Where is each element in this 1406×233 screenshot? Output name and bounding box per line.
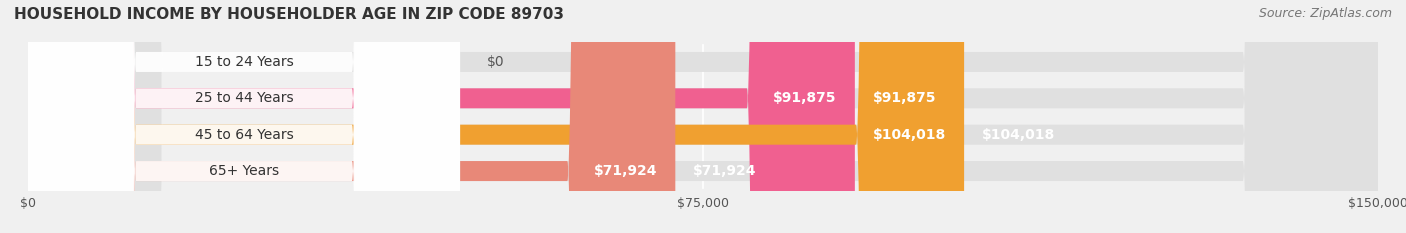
Text: 65+ Years: 65+ Years (209, 164, 280, 178)
Text: Source: ZipAtlas.com: Source: ZipAtlas.com (1258, 7, 1392, 20)
Text: $91,875: $91,875 (873, 91, 936, 105)
Text: $104,018: $104,018 (873, 128, 946, 142)
FancyBboxPatch shape (28, 0, 965, 233)
FancyBboxPatch shape (28, 0, 460, 233)
Text: $0: $0 (486, 55, 505, 69)
FancyBboxPatch shape (28, 0, 1378, 233)
Text: $104,018: $104,018 (983, 128, 1056, 142)
FancyBboxPatch shape (28, 0, 460, 233)
Text: HOUSEHOLD INCOME BY HOUSEHOLDER AGE IN ZIP CODE 89703: HOUSEHOLD INCOME BY HOUSEHOLDER AGE IN Z… (14, 7, 564, 22)
Text: 25 to 44 Years: 25 to 44 Years (195, 91, 294, 105)
FancyBboxPatch shape (28, 0, 675, 233)
Text: 15 to 24 Years: 15 to 24 Years (194, 55, 294, 69)
FancyBboxPatch shape (28, 0, 460, 233)
FancyBboxPatch shape (28, 0, 460, 233)
FancyBboxPatch shape (28, 0, 1378, 233)
FancyBboxPatch shape (28, 0, 855, 233)
FancyBboxPatch shape (28, 0, 1378, 233)
FancyBboxPatch shape (28, 0, 1378, 233)
Text: 45 to 64 Years: 45 to 64 Years (194, 128, 294, 142)
Text: $91,875: $91,875 (773, 91, 837, 105)
Text: $71,924: $71,924 (693, 164, 756, 178)
Text: $71,924: $71,924 (593, 164, 658, 178)
